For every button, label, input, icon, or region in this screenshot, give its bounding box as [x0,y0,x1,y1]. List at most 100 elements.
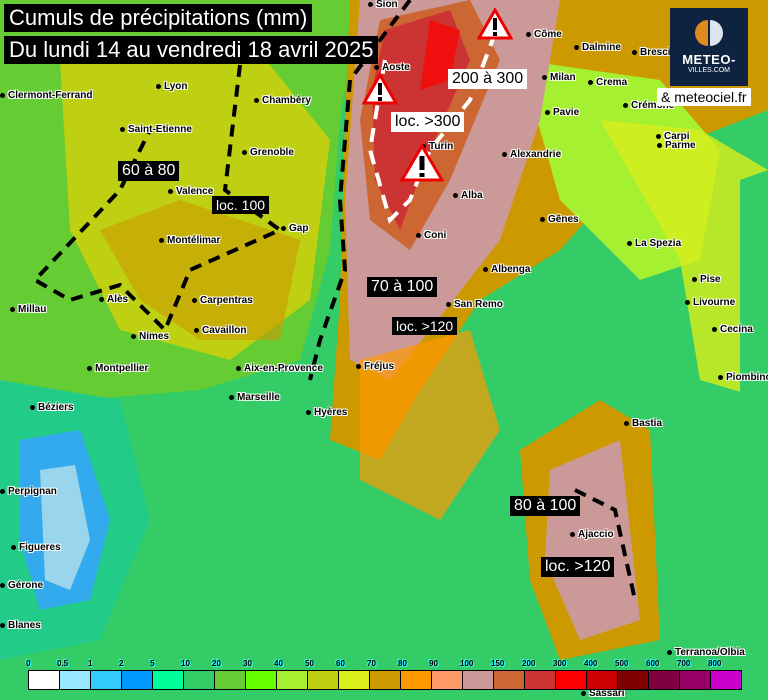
city-name: Alès [107,294,129,305]
city-dot-icon [542,74,547,80]
city-name: Grenoble [250,147,294,158]
city-dot-icon [692,276,697,282]
city-dot-icon [545,109,550,115]
city-name: Pavie [553,107,580,118]
legend-swatch [711,671,741,689]
city-name: Cecina [720,324,753,335]
city-name: Sion [376,0,398,10]
city-name: Lyon [164,81,188,92]
city-dot-icon [656,133,661,139]
city-name: Crema [596,77,628,88]
legend-swatch [29,671,60,689]
zone-label: 60 à 80 [118,161,180,181]
logo-subtext: VILLES.COM [687,67,730,74]
city-label: Ajaccio [570,529,614,540]
credit-text: & meteociel.fr [657,88,751,106]
city-dot-icon [667,649,672,655]
city-label: Gênes [540,214,579,225]
city-label: Sion [368,0,398,10]
legend-swatch [432,671,463,689]
legend-tick-label: 50 [305,659,314,668]
city-name: Clermont-Ferrand [8,90,93,101]
legend-swatch [587,671,618,689]
city-name: Aoste [382,62,410,73]
legend-tick-label: 90 [429,659,438,668]
city-dot-icon [632,49,637,55]
city-name: Pise [700,274,721,285]
legend-tick-label: 2 [119,659,124,668]
city-label: Piombino [718,372,768,383]
city-dot-icon [229,394,234,400]
city-dot-icon [483,266,488,272]
map-title: Cumuls de précipitations (mm) [4,4,313,32]
city-label: Crémone [623,100,674,111]
city-dot-icon [581,690,586,696]
city-label: Coni [416,230,446,241]
city-dot-icon [131,333,136,339]
city-dot-icon [712,326,717,332]
city-name: Béziers [38,402,74,413]
city-dot-icon [10,306,15,312]
legend-tick-label: 60 [336,659,345,668]
legend-tick-label: 100 [460,659,474,668]
legend-tick-label: 800 [708,659,722,668]
city-label: Montpellier [87,363,148,374]
city-label: Parme [657,140,696,151]
city-dot-icon [99,296,104,302]
city-label: La Spezia [627,238,681,249]
city-label: Fréjus [356,361,394,372]
city-dot-icon [574,44,579,50]
city-dot-icon [156,83,161,89]
logo-text: METEO- [682,52,736,67]
city-label: Alba [453,190,483,201]
city-label: Nimes [131,331,169,342]
city-dot-icon [306,409,311,415]
zone-label: 200 à 300 [448,69,528,89]
city-label: Côme [526,29,562,40]
legend-swatch [277,671,308,689]
legend-swatch [122,671,153,689]
city-label: Gérone [0,580,43,591]
zone-label: loc. 100 [212,196,270,214]
city-name: Piombino [726,372,768,383]
city-name: Gérone [8,580,44,591]
city-dot-icon [453,192,458,198]
legend-tick-label: 5 [150,659,155,668]
city-name: Chambéry [262,95,311,106]
legend-swatch [184,671,215,689]
city-dot-icon [30,404,35,410]
city-label: Béziers [30,402,74,413]
city-name: Hyères [314,407,348,418]
legend-swatch [246,671,277,689]
legend-tick-label: 200 [522,659,536,668]
city-label: Carpentras [192,295,253,306]
city-label: Pavie [545,107,579,118]
city-label: Chambéry [254,95,311,106]
city-dot-icon [540,216,545,222]
map-subtitle: Du lundi 14 au vendredi 18 avril 2025 [4,36,379,64]
city-dot-icon [0,582,5,588]
city-dot-icon [356,363,361,369]
logo-half-moon-icon [695,20,723,46]
warning-triangle-icon [400,144,444,182]
zone-label: 70 à 100 [367,277,438,297]
city-label: Marseille [229,392,280,403]
city-label: Gap [281,223,308,234]
zone-label: 80 à 100 [510,496,581,516]
city-dot-icon [0,488,5,494]
city-name: Saint-Etienne [128,124,192,135]
legend-swatch [215,671,246,689]
legend-tick-label: 300 [553,659,567,668]
legend-colorbar [28,670,742,690]
legend-tick-label: 70 [367,659,376,668]
city-dot-icon [627,240,632,246]
city-label: Grenoble [242,147,294,158]
city-name: Montélimar [167,235,221,246]
city-dot-icon [87,365,92,371]
warning-triangle-icon [477,8,513,40]
city-label: San Remo [446,299,503,310]
city-label: Carpi [656,131,690,142]
city-name: Dalmine [582,42,621,53]
city-name: Livourne [693,297,736,308]
